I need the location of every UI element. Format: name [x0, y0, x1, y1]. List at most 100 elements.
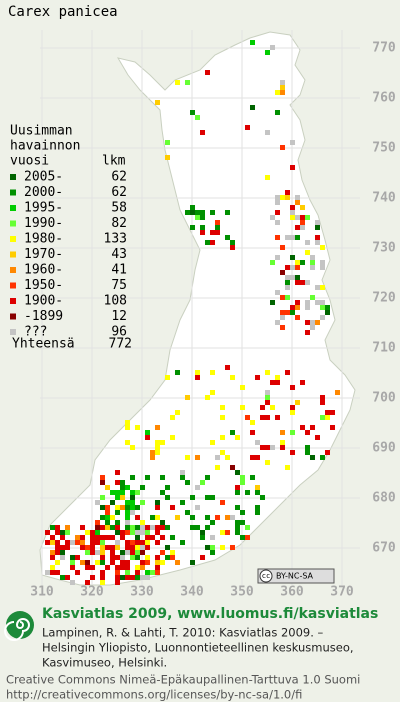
- occurrence-square: [110, 515, 115, 520]
- occurrence-square: [160, 475, 165, 480]
- occurrence-square: [155, 525, 160, 530]
- occurrence-square: [110, 535, 115, 540]
- occurrence-square: [115, 565, 120, 570]
- occurrence-square: [225, 530, 230, 535]
- occurrence-square: [135, 550, 140, 555]
- occurrence-square: [115, 575, 120, 580]
- occurrence-square: [125, 570, 130, 575]
- occurrence-square: [295, 305, 300, 310]
- occurrence-square: [160, 440, 165, 445]
- occurrence-square: [260, 495, 265, 500]
- occurrence-square: [155, 445, 160, 450]
- occurrence-square: [125, 485, 130, 490]
- occurrence-square: [280, 145, 285, 150]
- occurrence-square: [95, 550, 100, 555]
- occurrence-square: [210, 535, 215, 540]
- occurrence-square: [90, 535, 95, 540]
- occurrence-square: [95, 535, 100, 540]
- occurrence-square: [310, 260, 315, 265]
- occurrence-square: [50, 535, 55, 540]
- occurrence-square: [290, 410, 295, 415]
- occurrence-square: [305, 215, 310, 220]
- occurrence-square: [130, 530, 135, 535]
- occurrence-square: [80, 545, 85, 550]
- occurrence-square: [180, 470, 185, 475]
- occurrence-square: [305, 250, 310, 255]
- occurrence-square: [205, 395, 210, 400]
- occurrence-square: [115, 520, 120, 525]
- occurrence-square: [165, 495, 170, 500]
- occurrence-square: [270, 260, 275, 265]
- occurrence-square: [325, 410, 330, 415]
- occurrence-square: [140, 500, 145, 505]
- occurrence-square: [160, 560, 165, 565]
- occurrence-square: [65, 525, 70, 530]
- occurrence-square: [110, 545, 115, 550]
- occurrence-square: [120, 505, 125, 510]
- occurrence-square: [65, 545, 70, 550]
- occurrence-square: [235, 435, 240, 440]
- legend-label: -1899: [24, 309, 63, 324]
- occurrence-square: [55, 570, 60, 575]
- occurrence-square: [255, 490, 260, 495]
- legend-count: 108: [104, 294, 127, 309]
- x-tick-label: 320: [80, 585, 104, 600]
- occurrence-square: [305, 300, 310, 305]
- occurrence-square: [125, 500, 130, 505]
- occurrence-square: [70, 560, 75, 565]
- occurrence-square: [100, 555, 105, 560]
- occurrence-square: [135, 425, 140, 430]
- occurrence-square: [85, 560, 90, 565]
- occurrence-square: [300, 380, 305, 385]
- occurrence-square: [265, 175, 270, 180]
- occurrence-square: [280, 90, 285, 95]
- occurrence-square: [70, 580, 75, 585]
- occurrence-square: [105, 565, 110, 570]
- occurrence-square: [310, 255, 315, 260]
- occurrence-square: [140, 550, 145, 555]
- occurrence-square: [300, 260, 305, 265]
- occurrence-square: [285, 275, 290, 280]
- occurrence-square: [125, 520, 130, 525]
- occurrence-square: [165, 555, 170, 560]
- occurrence-square: [145, 525, 150, 530]
- occurrence-square: [120, 555, 125, 560]
- occurrence-square: [190, 225, 195, 230]
- occurrence-square: [300, 280, 305, 285]
- occurrence-square: [100, 540, 105, 545]
- occurrence-square: [320, 300, 325, 305]
- y-tick-label: 740: [372, 191, 396, 206]
- occurrence-square: [95, 520, 100, 525]
- occurrence-square: [250, 475, 255, 480]
- occurrence-square: [320, 315, 325, 320]
- occurrence-square: [285, 190, 290, 195]
- occurrence-square: [285, 280, 290, 285]
- occurrence-square: [155, 555, 160, 560]
- occurrence-square: [295, 215, 300, 220]
- occurrence-square: [120, 560, 125, 565]
- occurrence-square: [55, 525, 60, 530]
- occurrence-square: [105, 545, 110, 550]
- legend-count: 12: [111, 309, 127, 324]
- map-title: Carex panicea: [8, 4, 118, 20]
- occurrence-square: [200, 130, 205, 135]
- occurrence-square: [100, 580, 105, 585]
- occurrence-square: [310, 265, 315, 270]
- occurrence-square: [200, 210, 205, 215]
- occurrence-square: [60, 545, 65, 550]
- occurrence-square: [230, 240, 235, 245]
- occurrence-square: [265, 370, 270, 375]
- occurrence-square: [95, 530, 100, 535]
- occurrence-square: [195, 525, 200, 530]
- occurrence-square: [145, 475, 150, 480]
- occurrence-square: [100, 495, 105, 500]
- occurrence-square: [290, 215, 295, 220]
- occurrence-square: [265, 460, 270, 465]
- occurrence-square: [295, 315, 300, 320]
- occurrence-square: [290, 275, 295, 280]
- occurrence-square: [90, 545, 95, 550]
- occurrence-square: [235, 520, 240, 525]
- occurrence-square: [225, 235, 230, 240]
- occurrence-square: [115, 530, 120, 535]
- citation: Kasvimuseo, Helsinki.: [42, 656, 167, 670]
